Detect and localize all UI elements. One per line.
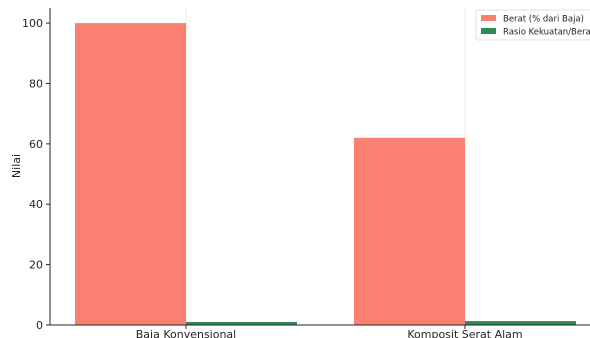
x-tick-label-0: Baja Konvensional bbox=[136, 328, 236, 338]
bar-series0-cat0 bbox=[75, 23, 186, 325]
legend-swatch-weight bbox=[481, 15, 496, 21]
y-tick-label-20: 20 bbox=[29, 259, 43, 272]
axes-layer bbox=[49, 8, 590, 326]
y-ticks: 0 20 40 60 80 100 bbox=[22, 17, 50, 332]
y-tick-label-40: 40 bbox=[29, 198, 43, 211]
y-axis-label: Nilai bbox=[10, 154, 23, 178]
x-tick-label-1: Komposit Serat Alam bbox=[407, 328, 522, 338]
x-ticks: Baja Konvensional Komposit Serat Alam bbox=[136, 325, 523, 338]
bar-series1-cat1 bbox=[465, 321, 576, 325]
bar-series1-cat0 bbox=[186, 321, 297, 325]
y-tick-label-80: 80 bbox=[29, 77, 43, 90]
legend: Berat (% dari Baja) Rasio Kekuatan/Berat bbox=[475, 9, 590, 41]
bar-series0-cat1 bbox=[354, 137, 465, 325]
legend-swatch-strength-ratio bbox=[481, 28, 496, 34]
legend-label-weight: Berat (% dari Baja) bbox=[503, 15, 584, 25]
legend-label-strength-ratio: Rasio Kekuatan/Berat bbox=[503, 28, 590, 38]
legend-frame bbox=[475, 9, 590, 41]
y-tick-label-60: 60 bbox=[29, 138, 43, 151]
bars-layer bbox=[75, 23, 576, 325]
y-tick-label-100: 100 bbox=[22, 17, 43, 30]
y-tick-label-0: 0 bbox=[36, 319, 43, 332]
